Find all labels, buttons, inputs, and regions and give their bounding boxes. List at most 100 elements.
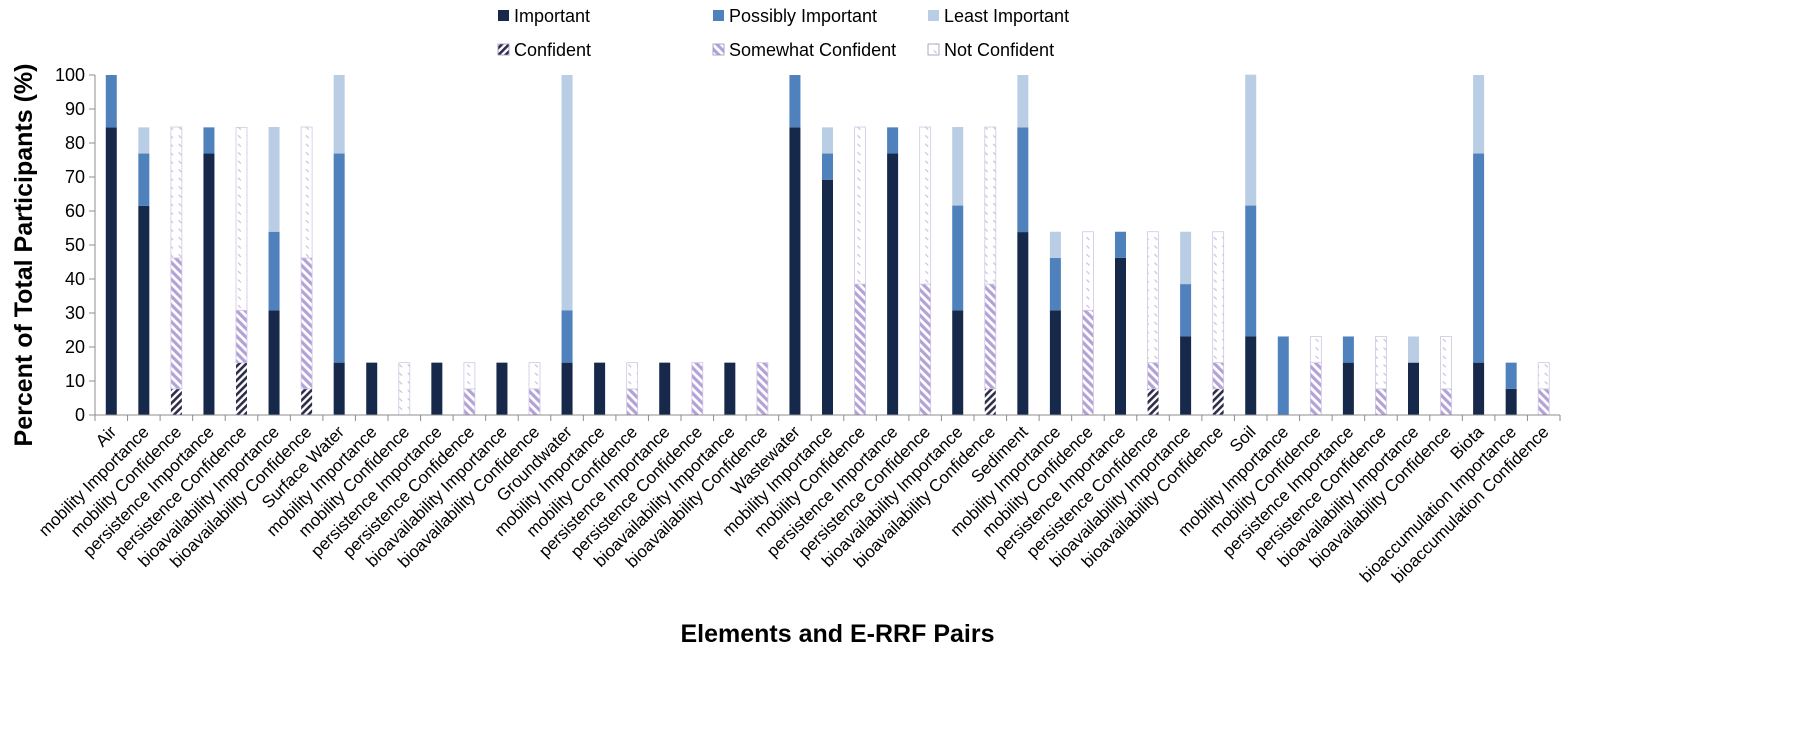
legend-label-somewhat-confident: Somewhat Confident [729, 40, 896, 60]
bar-segment-possibly-important-42 [1473, 153, 1485, 363]
legend-swatch-important [498, 10, 509, 21]
bar-segment-confident-6 [301, 388, 313, 415]
bar-segment-least-important-1 [138, 127, 150, 154]
bar-segment-important-21 [789, 127, 801, 416]
bar-segment-important-12 [496, 362, 508, 415]
bars [105, 74, 1550, 416]
y-tick-label: 30 [65, 303, 85, 323]
bar-segment-somewhat-confident-2 [170, 257, 183, 390]
y-tick-label: 80 [65, 133, 85, 153]
bar-segment-somewhat-confident-6 [300, 257, 313, 390]
legend-label-possibly-important: Possibly Important [729, 6, 877, 26]
bar-segment-important-7 [333, 362, 345, 415]
y-tick-label: 60 [65, 201, 85, 221]
bar-segment-somewhat-confident-44 [1537, 388, 1550, 416]
bar-segment-least-important-5 [268, 127, 280, 232]
bar-segment-important-29 [1049, 310, 1061, 415]
bar-segment-somewhat-confident-13 [528, 388, 541, 416]
bar-segment-possibly-important-5 [268, 231, 280, 311]
bar-segment-somewhat-confident-4 [235, 309, 248, 364]
bar-segment-least-important-29 [1049, 231, 1061, 258]
legend-label-not-confident: Not Confident [944, 40, 1054, 60]
bar-segment-least-important-22 [822, 127, 833, 154]
bar-segment-confident-34 [1212, 388, 1224, 415]
bar-segment-possibly-important-29 [1049, 257, 1061, 311]
bar-segment-somewhat-confident-32 [1147, 362, 1159, 390]
bar-segment-possibly-important-0 [105, 75, 117, 128]
bar-segment-confident-2 [170, 388, 182, 415]
bar-segment-least-important-35 [1245, 74, 1257, 206]
bar-segment-somewhat-confident-41 [1440, 388, 1452, 416]
y-tick-label: 20 [65, 337, 85, 357]
legend-label-least-important: Least Important [944, 6, 1069, 26]
bar-segment-somewhat-confident-11 [463, 388, 476, 416]
bar-segment-important-40 [1408, 362, 1419, 415]
bar-segment-possibly-important-1 [138, 153, 150, 206]
bar-segment-not-confident-27 [984, 126, 997, 285]
legend-item-somewhat-confident: Somewhat Confident [712, 40, 896, 60]
legend-item-not-confident: Not Confident [927, 40, 1054, 60]
bar-segment-confident-32 [1147, 388, 1159, 415]
legend-swatch-possibly-important [713, 10, 724, 21]
y-tick-label: 90 [65, 99, 85, 119]
legend-label-important: Important [514, 6, 590, 26]
bar-segment-important-33 [1180, 336, 1192, 415]
bar-segment-important-14 [561, 362, 573, 415]
bar-segment-somewhat-confident-25 [919, 283, 932, 416]
bar-segment-not-confident-32 [1147, 231, 1159, 364]
y-tick-label: 70 [65, 167, 85, 187]
y-tick-label: 100 [55, 65, 85, 85]
bar-segment-possibly-important-14 [561, 310, 573, 363]
bar-segment-important-22 [822, 179, 833, 415]
bar-segment-possibly-important-38 [1342, 336, 1354, 363]
bar-segment-not-confident-2 [170, 126, 183, 259]
bar-segment-important-26 [952, 310, 964, 415]
bar-segment-possibly-important-3 [203, 127, 215, 154]
bar-segment-important-8 [366, 362, 378, 415]
legend-swatch-confident [497, 43, 510, 56]
bar-segment-somewhat-confident-34 [1212, 362, 1225, 390]
legend: Important Possibly Important Least Importa… [497, 6, 1069, 60]
bar-segment-possibly-important-26 [952, 205, 964, 311]
bar-segment-important-31 [1115, 257, 1126, 415]
bar-segment-important-38 [1342, 362, 1354, 415]
bar-segment-possibly-important-33 [1180, 284, 1192, 337]
bar-segment-possibly-important-28 [1017, 127, 1029, 233]
bar-segment-possibly-important-21 [789, 75, 801, 128]
y-tick-label: 10 [65, 371, 85, 391]
bar-segment-important-5 [268, 310, 280, 415]
bar-segment-somewhat-confident-39 [1375, 388, 1387, 416]
bar-segment-possibly-important-43 [1505, 362, 1517, 389]
y-tick-label: 40 [65, 269, 85, 289]
legend-item-least-important: Least Important [928, 6, 1069, 26]
bar-segment-important-10 [431, 362, 443, 415]
bar-segment-possibly-important-35 [1245, 205, 1257, 337]
bar-segment-somewhat-confident-23 [854, 283, 866, 416]
bar-segment-important-42 [1473, 362, 1485, 415]
bar-segment-important-0 [105, 127, 117, 416]
bar-segment-not-confident-44 [1537, 362, 1550, 390]
bar-segment-possibly-important-7 [333, 153, 345, 363]
bar-segment-not-confident-4 [235, 126, 248, 311]
bar-segment-least-important-28 [1017, 75, 1029, 128]
bar-segment-not-confident-13 [528, 362, 541, 390]
bar-segment-not-confident-6 [300, 126, 313, 259]
bar-segment-not-confident-30 [1082, 231, 1094, 311]
axes: 0 10 20 30 40 50 60 70 80 90 100 [55, 65, 1561, 425]
bar-segment-not-confident-23 [854, 126, 866, 285]
bar-segment-least-important-40 [1408, 336, 1419, 363]
bar-segment-somewhat-confident-18 [691, 362, 704, 416]
bar-segment-important-3 [203, 153, 215, 416]
x-axis-title: Elements and E-RRF Pairs [681, 620, 995, 648]
bar-segment-important-43 [1505, 388, 1517, 415]
legend-swatch-somewhat-confident [712, 43, 725, 56]
y-tick-label: 50 [65, 235, 85, 255]
bar-segment-least-important-33 [1180, 231, 1192, 285]
bar-segment-not-confident-34 [1212, 231, 1225, 364]
bar-segment-confident-4 [236, 362, 247, 415]
bar-segment-important-1 [138, 205, 150, 415]
bar-segment-somewhat-confident-27 [984, 283, 997, 390]
bar-segment-possibly-important-31 [1115, 231, 1126, 258]
bar-segment-not-confident-16 [626, 362, 639, 390]
